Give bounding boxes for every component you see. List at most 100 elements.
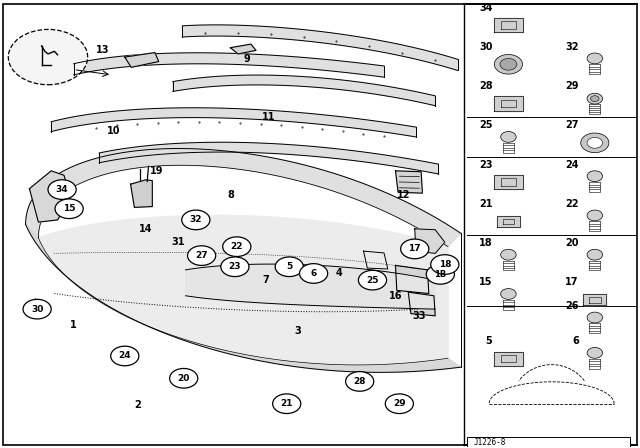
FancyBboxPatch shape <box>3 4 637 445</box>
Polygon shape <box>493 18 523 32</box>
Polygon shape <box>26 224 461 372</box>
Polygon shape <box>74 53 384 77</box>
Circle shape <box>385 394 413 414</box>
Polygon shape <box>99 142 438 174</box>
Text: 14: 14 <box>139 224 153 234</box>
Polygon shape <box>408 292 435 316</box>
Text: 29: 29 <box>393 399 406 408</box>
Text: 13: 13 <box>95 45 109 56</box>
Circle shape <box>587 53 603 64</box>
Text: 16: 16 <box>388 291 403 301</box>
Polygon shape <box>38 215 448 365</box>
Polygon shape <box>493 352 523 366</box>
Polygon shape <box>131 180 152 207</box>
Polygon shape <box>493 96 523 111</box>
Text: 6: 6 <box>310 269 317 278</box>
Circle shape <box>300 263 328 283</box>
Circle shape <box>500 58 517 70</box>
Text: 31: 31 <box>171 237 185 247</box>
Circle shape <box>23 299 51 319</box>
Text: 27: 27 <box>565 121 579 130</box>
Text: 11: 11 <box>262 112 276 122</box>
Text: 20: 20 <box>177 374 190 383</box>
Circle shape <box>591 96 599 102</box>
Circle shape <box>587 93 603 104</box>
Text: 34: 34 <box>479 3 492 13</box>
Text: 32: 32 <box>189 215 202 224</box>
Polygon shape <box>230 44 256 54</box>
Circle shape <box>346 371 374 391</box>
Polygon shape <box>125 52 159 67</box>
Text: 7: 7 <box>262 275 269 285</box>
Text: 9: 9 <box>243 54 250 65</box>
Text: 20: 20 <box>565 238 579 248</box>
Text: 23: 23 <box>479 159 492 170</box>
Text: 28: 28 <box>353 377 366 386</box>
Circle shape <box>426 264 454 284</box>
Text: 28: 28 <box>479 81 492 91</box>
Circle shape <box>587 348 603 358</box>
Circle shape <box>587 312 603 323</box>
Text: 24: 24 <box>118 352 131 361</box>
Text: 21: 21 <box>479 199 492 209</box>
Text: 5: 5 <box>486 336 492 346</box>
Circle shape <box>494 55 522 74</box>
Text: 26: 26 <box>565 301 579 311</box>
Text: 22: 22 <box>230 242 243 251</box>
Text: 32: 32 <box>565 42 579 52</box>
Text: 18: 18 <box>438 260 451 269</box>
Circle shape <box>182 210 210 230</box>
Text: 17: 17 <box>565 277 579 287</box>
Text: 1B: 1B <box>434 270 447 279</box>
Text: J1226-8: J1226-8 <box>474 438 506 447</box>
Polygon shape <box>583 294 606 306</box>
Circle shape <box>188 246 216 265</box>
Polygon shape <box>29 171 70 222</box>
Text: 18: 18 <box>479 238 492 248</box>
Circle shape <box>587 138 603 148</box>
Circle shape <box>587 210 603 221</box>
Polygon shape <box>493 175 523 189</box>
Polygon shape <box>497 216 520 227</box>
Circle shape <box>500 132 516 142</box>
Text: 15: 15 <box>63 204 76 213</box>
Circle shape <box>401 239 429 259</box>
Polygon shape <box>182 25 458 70</box>
Text: 17: 17 <box>408 245 421 254</box>
Text: 4: 4 <box>336 268 342 279</box>
Text: 34: 34 <box>56 185 68 194</box>
Polygon shape <box>186 264 435 309</box>
Circle shape <box>221 257 249 276</box>
Circle shape <box>273 394 301 414</box>
Text: 30: 30 <box>31 305 44 314</box>
Polygon shape <box>173 75 435 106</box>
Text: 22: 22 <box>565 199 579 209</box>
Polygon shape <box>396 265 429 293</box>
FancyBboxPatch shape <box>467 437 630 447</box>
Circle shape <box>580 133 609 153</box>
Text: 1: 1 <box>70 320 77 330</box>
Text: 6: 6 <box>572 336 579 346</box>
Text: 30: 30 <box>479 42 492 52</box>
Text: 2: 2 <box>134 400 141 410</box>
Circle shape <box>358 270 387 290</box>
Circle shape <box>431 255 459 274</box>
Text: 21: 21 <box>280 399 293 408</box>
Text: 33: 33 <box>412 311 426 321</box>
Circle shape <box>500 249 516 260</box>
Text: 23: 23 <box>228 262 241 271</box>
Text: 29: 29 <box>565 81 579 91</box>
Circle shape <box>587 171 603 181</box>
Text: 5: 5 <box>286 262 292 271</box>
Text: 25: 25 <box>366 276 379 284</box>
Text: 3: 3 <box>294 327 301 336</box>
Text: 25: 25 <box>479 121 492 130</box>
Text: 12: 12 <box>396 190 410 200</box>
Circle shape <box>111 346 139 366</box>
Circle shape <box>8 30 88 85</box>
Text: 27: 27 <box>195 251 208 260</box>
Polygon shape <box>415 229 445 254</box>
Circle shape <box>587 249 603 260</box>
Text: 8: 8 <box>227 190 234 200</box>
Text: 15: 15 <box>479 277 492 287</box>
